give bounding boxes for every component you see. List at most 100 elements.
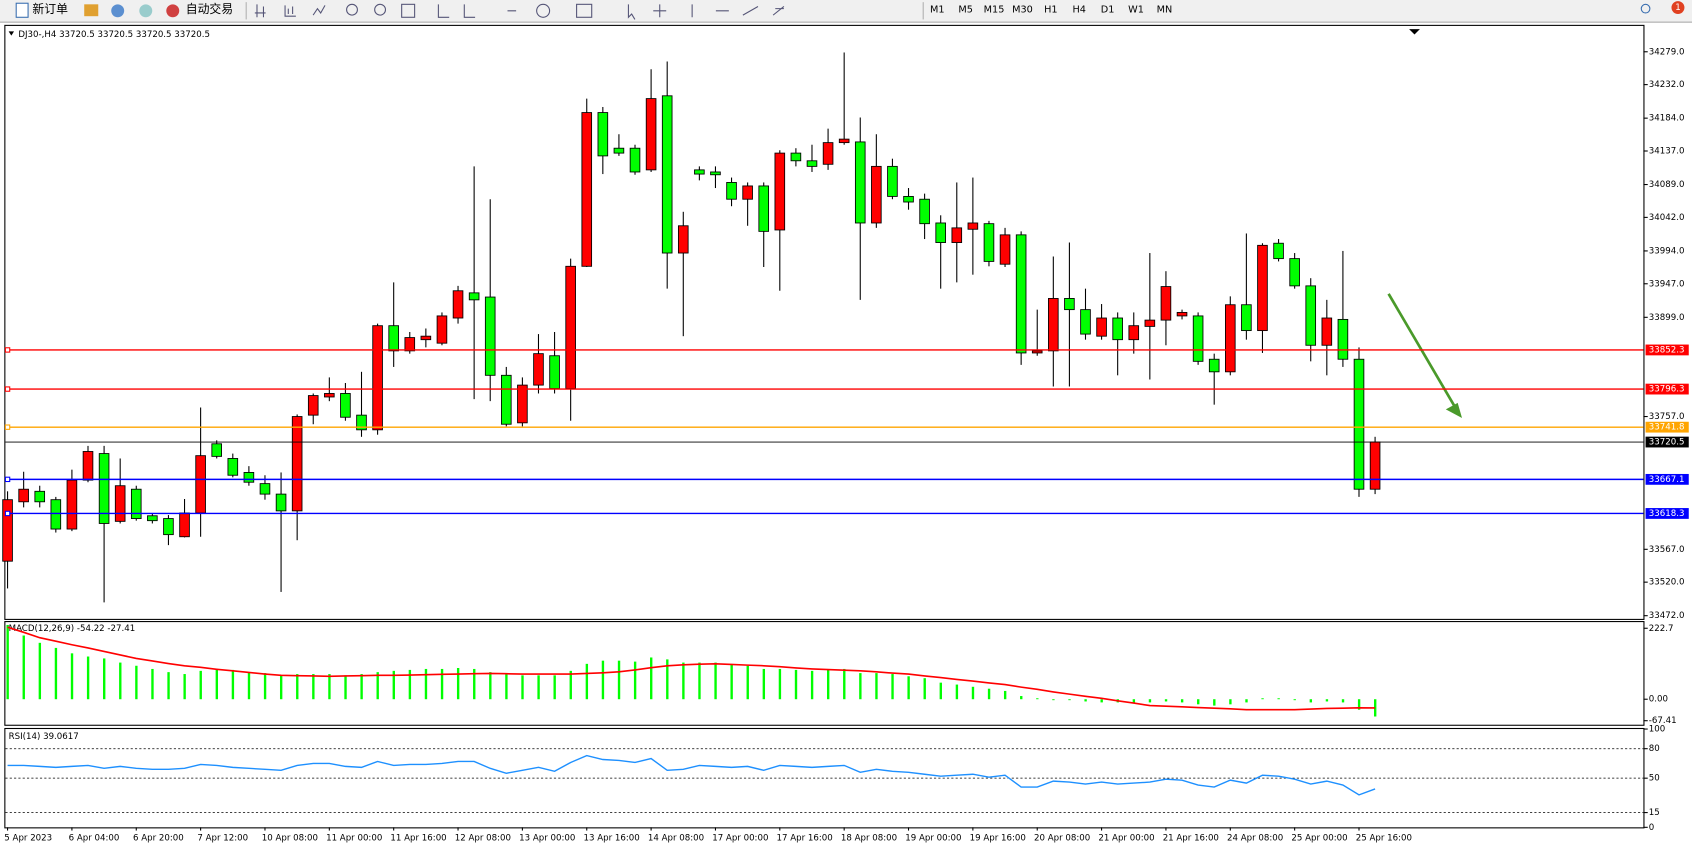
- title-marker: [8, 31, 15, 36]
- level-handle: [4, 386, 11, 392]
- icon[interactable]: [139, 4, 153, 18]
- y-tick-label: 34137.0: [1649, 147, 1685, 157]
- candle-body: [565, 265, 576, 390]
- candle-body: [951, 227, 963, 243]
- level-handle: [4, 510, 11, 517]
- search-icon[interactable]: [1640, 3, 1651, 14]
- x-tick-label: 25 Apr 00:00: [1291, 834, 1347, 844]
- macd-bar: [569, 670, 572, 700]
- icon[interactable]: [374, 3, 387, 16]
- x-tick-label: 7 Apr 12:00: [197, 834, 248, 844]
- candle-body: [243, 472, 255, 483]
- level-label-box: [1645, 344, 1689, 356]
- candle-body: [1273, 242, 1284, 260]
- level-handle: [4, 347, 11, 353]
- candle-body: [1048, 298, 1059, 352]
- y-tick-label: 33899.0: [1649, 313, 1685, 323]
- macd-bar: [698, 662, 701, 700]
- x-tick-label: 17 Apr 16:00: [777, 834, 833, 844]
- y-tick-label: -67.41: [1649, 716, 1677, 726]
- x-tick-label: 10 Apr 08:00: [262, 834, 318, 844]
- icon[interactable]: [284, 5, 296, 17]
- x-tick-label: 11 Apr 16:00: [390, 834, 446, 844]
- candle-body: [227, 458, 239, 476]
- candle-body: [340, 393, 351, 418]
- macd-bar: [746, 665, 749, 700]
- y-tick-label: 34232.0: [1649, 80, 1685, 90]
- level-label-box: [1645, 421, 1689, 433]
- icon[interactable]: [84, 4, 99, 17]
- icon[interactable]: [401, 3, 416, 18]
- icon[interactable]: [627, 4, 785, 20]
- candle-body: [2, 499, 13, 562]
- macd-bar: [312, 674, 315, 700]
- new-order-button[interactable]: 新订单: [15, 2, 68, 18]
- candle-body: [645, 98, 657, 171]
- candle-body: [1192, 315, 1204, 362]
- candle-body: [324, 393, 335, 398]
- macd-bar: [279, 675, 283, 700]
- timeframe-button[interactable]: D1: [1101, 5, 1115, 16]
- timeframe-button[interactable]: MN: [1157, 5, 1173, 16]
- macd-bar: [537, 675, 540, 700]
- macd-bar: [86, 656, 90, 700]
- macd-bar: [440, 668, 444, 700]
- timeframe-button[interactable]: M5: [958, 5, 973, 16]
- icon[interactable]: [437, 4, 517, 18]
- level-label: 33741.8: [1649, 423, 1685, 433]
- timeframe-button[interactable]: H1: [1044, 5, 1057, 16]
- y-tick-label: 222.7: [1649, 624, 1674, 634]
- x-tick-label: 5 Apr 2023: [4, 834, 52, 844]
- candle-body: [1224, 304, 1236, 373]
- y-tick-label: 0.00: [1649, 695, 1668, 705]
- macd-bar: [762, 668, 766, 700]
- auto-trading-button[interactable]: 自动交易: [166, 2, 233, 18]
- level-label: 33852.3: [1649, 345, 1685, 355]
- icon[interactable]: [346, 3, 358, 16]
- y-tick-label: 33567.0: [1649, 545, 1685, 555]
- macd-bar: [955, 684, 959, 700]
- candle-body: [919, 198, 930, 225]
- candle-body: [259, 483, 271, 495]
- macd-bar: [843, 668, 846, 700]
- button-label[interactable]: 自动交易: [186, 2, 233, 16]
- icon[interactable]: [576, 3, 593, 18]
- macd-bar: [730, 664, 733, 700]
- x-tick-label: 21 Apr 00:00: [1098, 834, 1154, 844]
- candle-body: [66, 479, 78, 530]
- candle-body: [533, 353, 544, 386]
- x-tick-label: 19 Apr 00:00: [905, 834, 961, 844]
- notification-count: 1: [1675, 3, 1680, 13]
- icon[interactable]: [254, 4, 266, 18]
- candle-body: [484, 296, 496, 376]
- rsi-line: [7, 754, 1376, 796]
- candle-body: [774, 152, 786, 231]
- candle-body: [1241, 304, 1252, 332]
- candle-body: [1080, 309, 1091, 335]
- button-label[interactable]: 新订单: [32, 2, 68, 16]
- icon[interactable]: [111, 4, 125, 18]
- annotation-arrowhead: [1445, 402, 1463, 418]
- candle-body: [838, 138, 850, 144]
- tool-icons[interactable]: [254, 3, 785, 20]
- macd-bar: [714, 662, 717, 700]
- icon[interactable]: [536, 3, 551, 18]
- timeframe-button[interactable]: H4: [1072, 5, 1085, 16]
- macd-bar: [263, 673, 267, 700]
- x-tick-label: 6 Apr 04:00: [69, 834, 120, 844]
- macd-bar: [971, 686, 975, 700]
- icon[interactable]: [312, 5, 326, 16]
- y-tick-label: 33472.0: [1649, 611, 1685, 621]
- x-tick-label: 17 Apr 00:00: [712, 834, 768, 844]
- candle-body: [82, 451, 94, 481]
- candle-body: [130, 488, 142, 519]
- y-tick-label: 33757.0: [1649, 412, 1685, 422]
- timeframe-button[interactable]: W1: [1128, 5, 1144, 16]
- notification-badge[interactable]: [1671, 1, 1685, 15]
- timeframe-button[interactable]: M30: [1012, 5, 1033, 16]
- macd-bar: [22, 635, 25, 700]
- timeframe-button[interactable]: M15: [984, 5, 1005, 16]
- macd-bar: [1245, 699, 1248, 703]
- plot-layer: 34279.0 34232.0 34184.0 34137.0 34089.0 34042…: [2, 47, 1689, 844]
- timeframe-button[interactable]: M1: [930, 5, 945, 16]
